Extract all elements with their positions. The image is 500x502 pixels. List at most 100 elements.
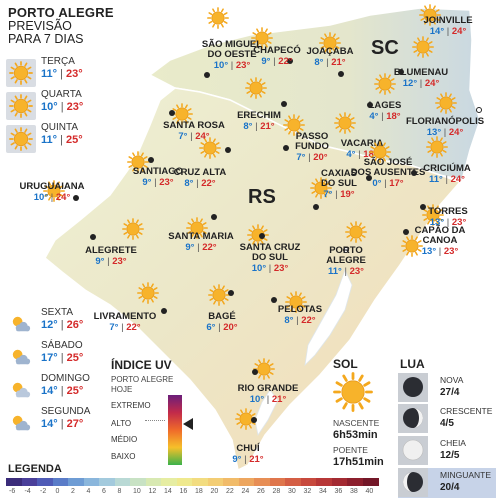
temp-separator: |: [381, 178, 390, 189]
city-label: JOINVILLE 14° | 24°: [408, 16, 488, 38]
temp-max: 21°: [260, 121, 275, 132]
uv-location-1: PORTO ALEGRE: [111, 375, 174, 384]
legend-value: 18: [195, 488, 203, 495]
temp-separator: |: [417, 78, 425, 89]
legend-color-swatch: [316, 478, 332, 486]
temp-min: 4°: [346, 149, 356, 160]
city-temps: 11° | 23°: [306, 266, 386, 277]
city-temps: 8° | 22°: [160, 178, 240, 189]
temp-min: 9°: [142, 177, 152, 188]
city-name: PASSO FUNDO: [295, 131, 329, 152]
moon-phase-name: CRESCENTE: [440, 406, 493, 416]
city-label: JOAÇABA 8° | 21°: [290, 47, 370, 69]
city-name: CRICIÚMA: [423, 163, 471, 174]
city-name: CRUZ ALTA: [173, 167, 227, 178]
city-marker: [281, 101, 287, 107]
temp-separator: |: [266, 263, 274, 274]
state-label-sc: SC: [371, 37, 399, 59]
legend-value: 6: [102, 488, 106, 495]
legend-value: 30: [288, 488, 296, 495]
uv-scale-bar: [168, 395, 182, 465]
city-temps: 11° | 24°: [407, 174, 487, 185]
city-temps: 10° | 23°: [192, 60, 272, 71]
city-label: ERECHIM 8° | 21°: [219, 111, 299, 133]
temp-min: 11°: [429, 174, 443, 185]
sun-icon: [6, 92, 36, 120]
temp-max: 18°: [386, 111, 401, 122]
city-marker: [420, 204, 426, 210]
uv-location-2: HOJE: [111, 385, 133, 394]
sunrise-time: 6h53min: [333, 429, 378, 441]
temp-max: 24°: [195, 131, 210, 142]
city-temps: 8° | 21°: [290, 57, 370, 68]
city-temps: 13° | 23°: [408, 217, 488, 228]
temp-min: 12°: [402, 78, 418, 89]
temp-separator: |: [305, 152, 314, 163]
legend-color-swatch: [37, 478, 53, 486]
temp-separator: |: [252, 121, 261, 132]
moon-phase-name: MINGUANTE: [440, 470, 491, 480]
city-marker: [252, 369, 258, 375]
temp-min: 13°: [429, 217, 445, 228]
city-name: SANTA CRUZ DO SUL: [239, 242, 301, 263]
legend-value: 20: [210, 488, 219, 495]
legend-value: 16: [179, 488, 188, 495]
city-marker: [476, 107, 482, 113]
city-name: CHUÍ: [236, 443, 260, 454]
legend-value: 32: [303, 488, 312, 495]
city-temps: 7° | 24°: [154, 131, 234, 142]
city-marker: [338, 71, 344, 77]
temp-max: 23°: [349, 266, 364, 277]
city-temps: 14° | 24°: [408, 26, 488, 37]
day-temps: 12° | 26°: [41, 319, 83, 331]
temp-min: 9°: [185, 242, 195, 253]
uv-indicator-arrow: [183, 418, 193, 430]
legend-value: 0: [55, 488, 60, 495]
city-marker: [403, 229, 409, 235]
legend-color-swatch: [269, 478, 286, 486]
sun-icon: [137, 282, 159, 309]
legend-color-swatch: [331, 478, 348, 486]
city-label: RIO GRANDE 10° | 21°: [228, 384, 308, 406]
uv-level-baixo: BAIXO: [111, 452, 136, 461]
temp-max: 21°: [249, 454, 264, 465]
city-marker: [251, 417, 257, 423]
legend-color-swatch: [238, 478, 255, 486]
city-label: ALEGRETE 9° | 23°: [71, 246, 151, 268]
sun-icon: [245, 77, 267, 104]
city-marker: [259, 233, 265, 239]
city-temps: 4° | 18°: [322, 149, 402, 160]
partly-cloudy-icon: [6, 310, 36, 338]
temp-min: 13°: [421, 246, 437, 257]
day-name: QUINTA: [41, 122, 79, 133]
day-temps: 14° | 27°: [41, 418, 83, 430]
city-label: PASSO FUNDO 7° | 20°: [272, 131, 352, 164]
legend-value: 8: [117, 488, 122, 495]
legend-value: 2: [71, 488, 75, 495]
legend-color-swatch: [254, 478, 270, 486]
partly-cloudy-icon: [6, 343, 36, 371]
temp-max: 23°: [273, 263, 289, 274]
temp-max: 25°: [66, 352, 84, 364]
uv-title: ÍNDICE UV: [111, 358, 172, 372]
day-temps: 17° | 25°: [41, 352, 83, 364]
city-temps: 7° | 22°: [85, 322, 165, 333]
city-label: LAGES 4° | 18°: [345, 101, 425, 123]
city-label: SANTA MARIA 9° | 22°: [161, 232, 241, 254]
legend-value: 4: [86, 488, 91, 495]
city-temps: 0° | 17°: [348, 178, 428, 189]
temp-max: 22°: [126, 322, 141, 333]
city-name: FLORIANÓPOLIS: [405, 116, 485, 127]
legend-color-swatch: [114, 478, 131, 486]
city-label: CAXIAS DO SUL 7° | 19°: [299, 169, 379, 201]
city-temps: 6° | 20°: [182, 322, 262, 333]
city-temps: 9° | 23°: [71, 256, 151, 267]
city-name: PELOTAS: [277, 304, 323, 315]
rs-state-shape: [44, 87, 462, 472]
city-temps: 7° | 20°: [272, 152, 352, 163]
temp-max: 23°: [443, 246, 459, 257]
sun-large-icon: [333, 372, 373, 412]
temp-separator: |: [151, 177, 160, 188]
sun-cloud-icon: [6, 376, 36, 404]
